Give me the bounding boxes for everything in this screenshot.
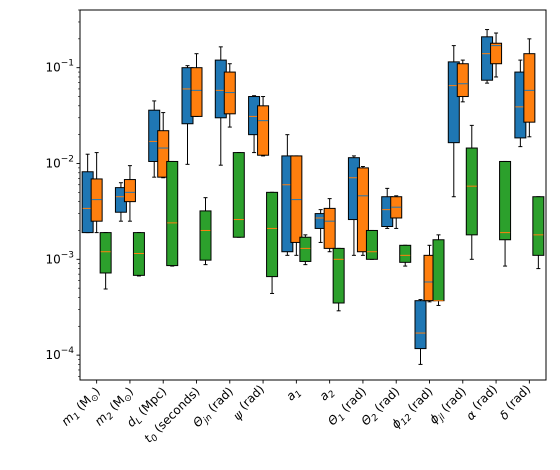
y-tick-label-3: 10−1: [45, 59, 74, 75]
box-iqr: [332, 247, 345, 304]
plot-frame: [79, 9, 547, 381]
y-tick-base: 10: [45, 156, 60, 170]
y-tick-exponent: −1: [61, 59, 74, 69]
box-iqr: [532, 196, 545, 256]
box-iqr: [356, 167, 369, 253]
box-s1-c13: [523, 38, 536, 138]
box-s2-c8: [365, 229, 378, 260]
box-iqr: [456, 63, 469, 98]
box-iqr: [266, 191, 279, 278]
box-iqr: [490, 42, 503, 65]
y-tick-exponent: −2: [61, 154, 74, 164]
y-tick-label-2: 10−2: [45, 154, 74, 170]
box-s1-c2: [157, 112, 170, 179]
box-s2-c2: [166, 160, 179, 267]
box-iqr: [465, 147, 478, 236]
box-iqr: [432, 239, 445, 302]
box-iqr: [190, 67, 203, 117]
box-iqr: [123, 179, 136, 203]
y-tick-label-0: 10−4: [45, 346, 74, 362]
x-label-sub: 0: [150, 433, 161, 444]
box-iqr: [199, 210, 212, 261]
box-iqr: [447, 61, 460, 144]
box-iqr: [414, 300, 427, 350]
box-s2-c11: [465, 124, 478, 260]
box-s2-c7: [332, 247, 345, 312]
y-tick-exponent: −3: [61, 250, 74, 260]
x-label-sub: 2: [105, 411, 116, 422]
box-s0-c10: [414, 299, 427, 365]
box-s1-c3: [190, 53, 203, 117]
box-iqr: [257, 105, 270, 156]
box-s2-c9: [399, 244, 412, 267]
box-s1-c0: [90, 152, 103, 234]
box-s1-c9: [390, 195, 403, 229]
box-s2-c12: [499, 160, 512, 267]
y-tick-exponent: −4: [61, 346, 75, 356]
box-iqr: [232, 152, 245, 238]
y-tick-base: 10: [45, 252, 60, 266]
box-iqr: [399, 244, 412, 263]
box-iqr: [523, 53, 536, 123]
box-s1-c4: [223, 63, 236, 128]
box-s2-c13: [532, 196, 545, 270]
box-s2-c3: [199, 197, 212, 266]
box-s1-c6: [290, 155, 303, 256]
box-s2-c1: [132, 232, 145, 277]
box-s1-c7: [323, 198, 336, 253]
box-iqr: [323, 207, 336, 249]
box-s1-c11: [456, 59, 469, 103]
box-s2-c0: [99, 232, 112, 290]
box-iqr: [99, 232, 112, 274]
box-s1-c1: [123, 165, 136, 222]
x-label-sub: 2: [370, 412, 381, 423]
y-tick-label-1: 10−3: [45, 250, 74, 266]
x-label-sub: 1: [293, 389, 304, 400]
box-iqr: [157, 130, 170, 178]
boxes-layer: [81, 29, 545, 365]
x-label-sub: 1: [337, 413, 348, 424]
x-label-sub: 1: [72, 411, 83, 422]
box-s2-c5: [266, 191, 279, 294]
x-label-sub: L: [134, 416, 145, 427]
box-iqr: [499, 160, 512, 241]
y-tick-base: 10: [45, 61, 60, 75]
y-tick-base: 10: [45, 348, 60, 362]
box-s2-c6: [299, 234, 312, 266]
x-label-sub: 2: [327, 389, 338, 400]
box-s1-c8: [356, 166, 369, 256]
box-iqr: [166, 160, 179, 267]
box-iqr: [365, 229, 378, 260]
box-s2-c10: [432, 234, 445, 306]
box-s1-c5: [257, 96, 270, 157]
box-s1-c12: [490, 32, 503, 78]
box-s2-c4: [232, 152, 245, 238]
box-iqr: [299, 236, 312, 262]
